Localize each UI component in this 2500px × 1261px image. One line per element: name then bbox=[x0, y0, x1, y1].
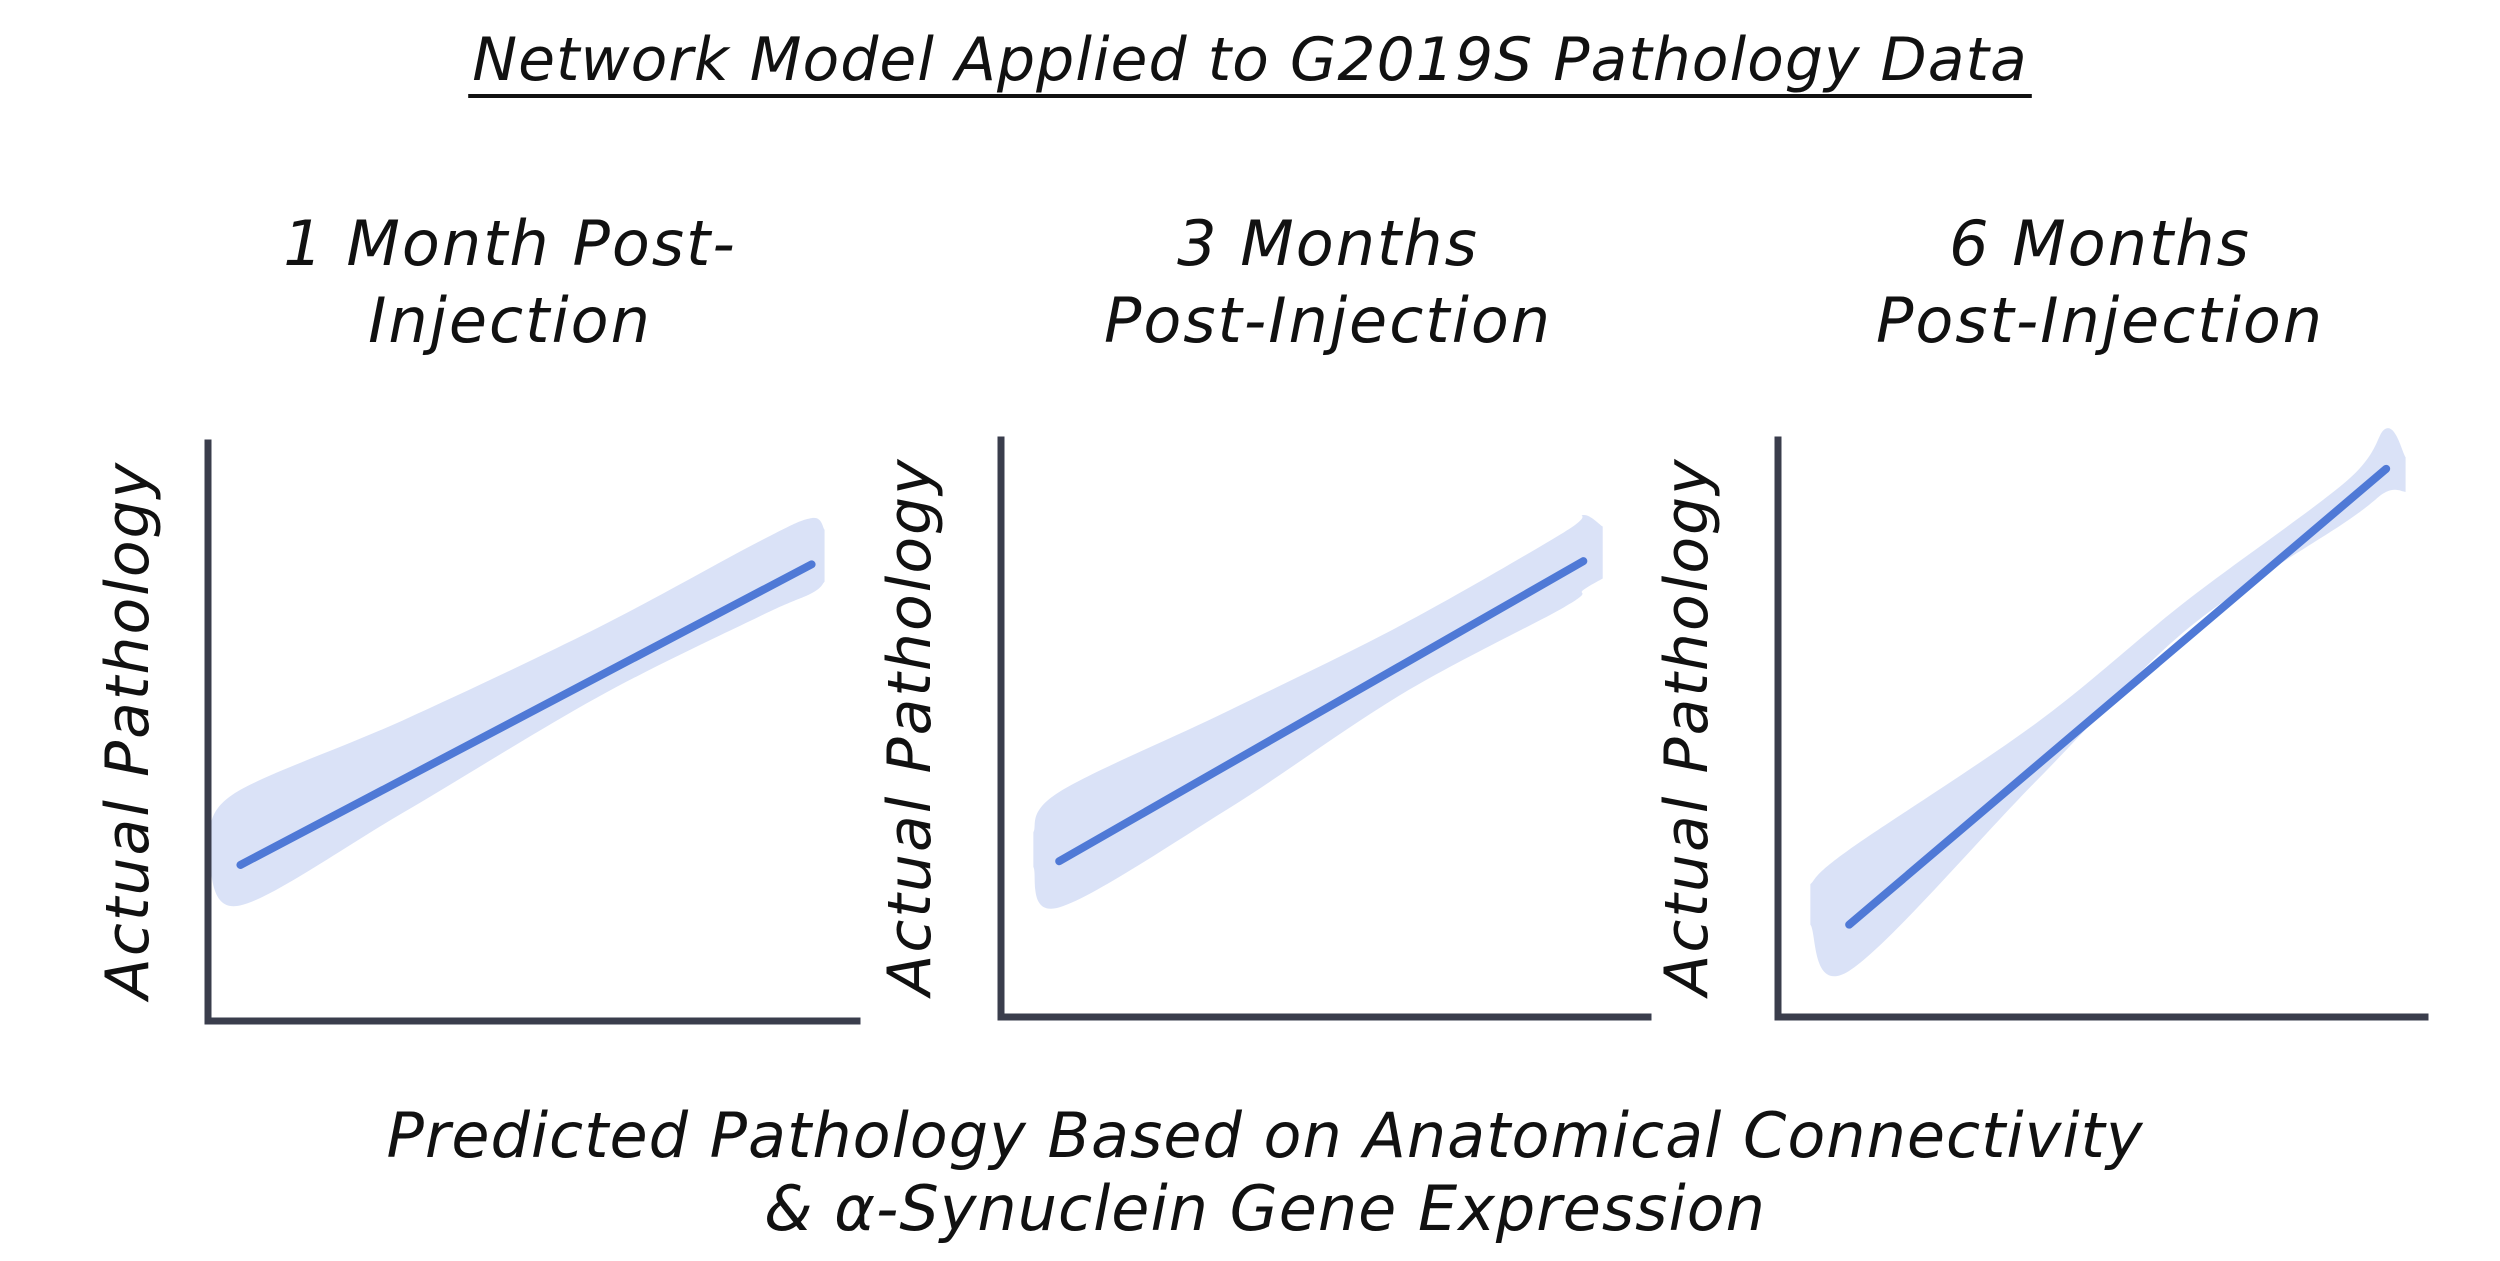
regression-fit-line bbox=[1845, 464, 2391, 929]
panel-title-line-1: 3 Months bbox=[1177, 207, 1479, 280]
x-axis-label-line-2: & α-Synuclein Gene Expression bbox=[764, 1172, 1766, 1245]
panel-title-line-2: Injection bbox=[368, 284, 652, 357]
confidence-band bbox=[208, 517, 825, 907]
regression-fit-line bbox=[236, 560, 816, 869]
y-axis-label: Actual Pathology bbox=[1652, 457, 1722, 999]
figure-title: Network Model Applied to G2019S Patholog… bbox=[472, 25, 2028, 95]
regression-fit-line bbox=[1055, 557, 1588, 866]
panel-title-line-1: 1 Month Post- bbox=[283, 207, 737, 280]
y-axis-label: Actual Pathology bbox=[875, 457, 945, 999]
panel-title-line-1: 6 Months bbox=[1949, 207, 2251, 280]
panel-1: 1 Month Post-Injection Actual Pathology bbox=[93, 207, 861, 1025]
y-axis-label: Actual Pathology bbox=[93, 461, 163, 1003]
panel-title-line-2: Post-Injection bbox=[1876, 284, 2324, 357]
x-axis-label-line-1: Predicted Pathology Based on Anatomical … bbox=[386, 1099, 2143, 1172]
panel-title-line-2: Post-Injection bbox=[1104, 284, 1552, 357]
